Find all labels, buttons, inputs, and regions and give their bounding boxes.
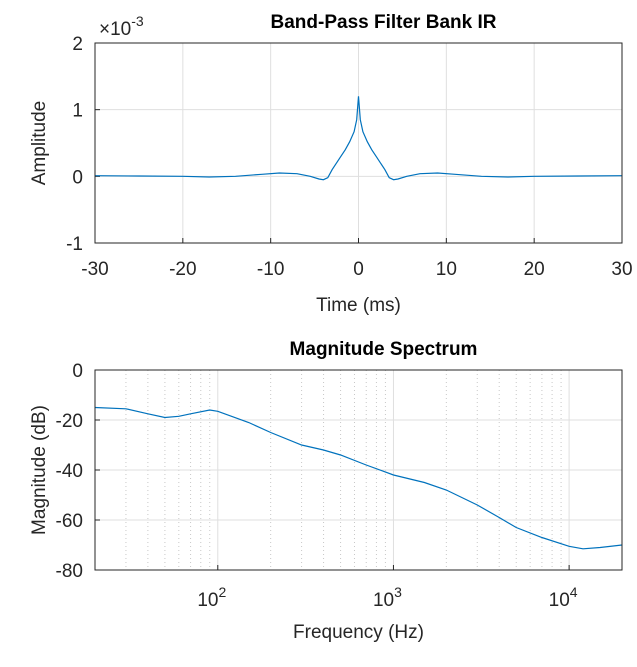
y-axis-label: Amplitude [29,101,50,186]
chart-title: Magnitude Spectrum [290,339,478,360]
chart-title: Band-Pass Filter Bank IR [271,12,497,33]
x-tick-label: 10 [436,259,457,280]
y-tick-label: 2 [72,34,83,55]
x-tick-exponent: 4 [570,584,578,600]
x-axis-label: Time (ms) [316,295,401,316]
y-axis-label: Magnitude (dB) [29,405,50,535]
x-tick-base: 10 [549,590,570,611]
axes-box [94,42,623,244]
y-tick-label: 0 [72,361,83,382]
y-tick-label: -40 [56,461,83,482]
data-line [94,96,623,181]
x-tick-base: 10 [373,590,394,611]
x-tick-exponent: 2 [218,584,226,600]
data-line [94,406,623,550]
y-tick-label: -80 [56,561,83,582]
x-axis-label: Frequency (Hz) [293,622,424,643]
y-tick-label: 0 [72,167,83,188]
multiplier-exponent: -3 [131,13,144,29]
x-tick-label: 104 [549,584,578,611]
x-tick-label: 30 [611,259,632,280]
x-tick-label: 20 [524,259,545,280]
y-tick-label: 1 [72,101,83,122]
x-tick-label: -10 [257,259,284,280]
multiplier-base: ×10 [99,19,131,40]
x-tick-label: -20 [169,259,196,280]
y-tick-label: -20 [56,411,83,432]
y-tick-label: -1 [66,234,83,255]
x-tick-exponent: 3 [394,584,402,600]
x-tick-base: 10 [197,590,218,611]
x-tick-label: -30 [81,259,108,280]
axis-multiplier: ×10-3 [99,13,144,40]
axes-box [94,369,623,571]
x-tick-label: 103 [373,584,402,611]
x-tick-label: 102 [197,584,226,611]
x-tick-label: 0 [353,259,364,280]
y-tick-label: -60 [56,511,83,532]
